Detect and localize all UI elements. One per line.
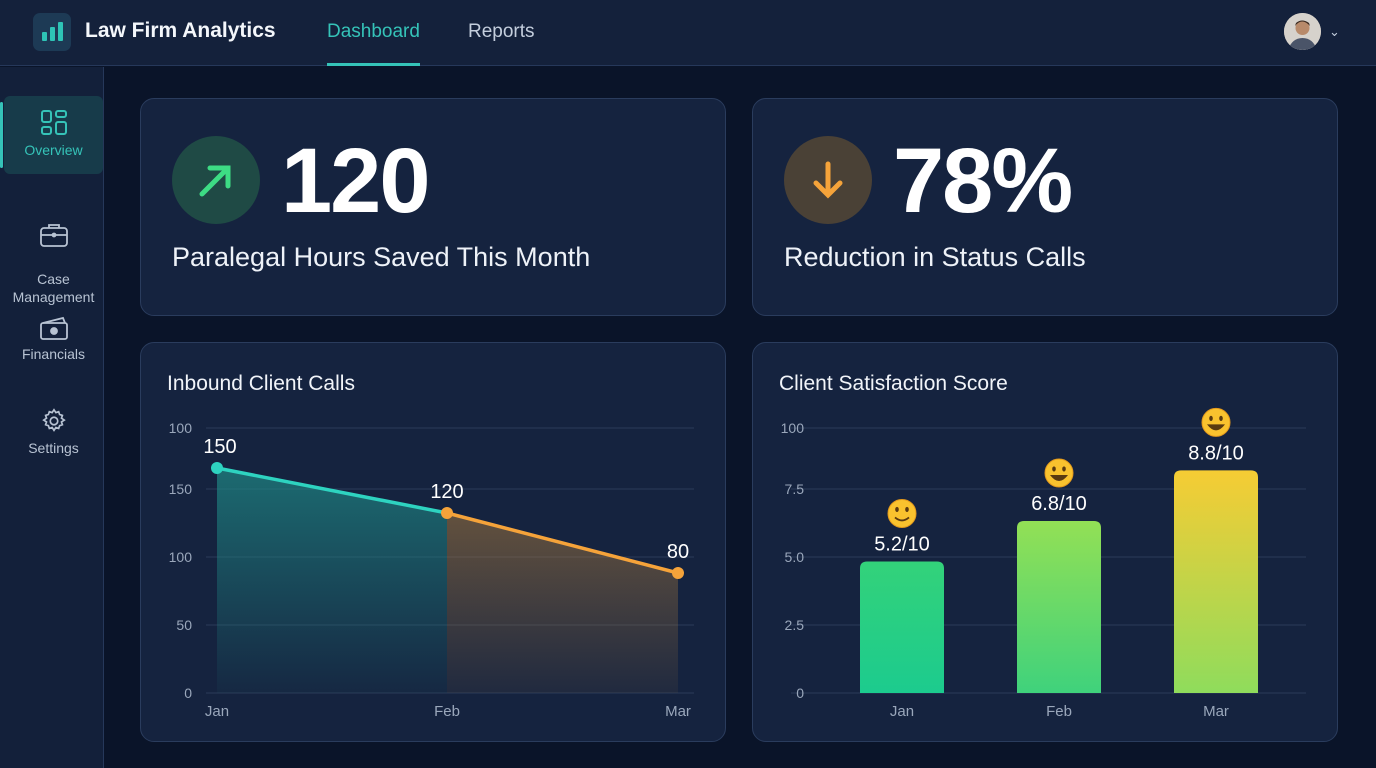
sidebar-item-settings[interactable]: Settings [4, 407, 103, 457]
y-tick-label: 7.5 [785, 481, 805, 497]
kpi-card-status-calls: 78% Reduction in Status Calls [752, 98, 1338, 316]
arrow-up-right-icon [172, 136, 260, 224]
line-segment-jan-feb [216, 466, 448, 515]
data-label: 8.8/10 [1188, 442, 1244, 464]
kpi-value: 78% [893, 130, 1073, 232]
grid-icon [40, 110, 67, 135]
data-label: 6.8/10 [1031, 493, 1087, 515]
sidebar-item-label: Overview [24, 142, 83, 158]
x-tick-label: Jan [890, 703, 914, 720]
x-tick-label: Jan [205, 703, 229, 720]
data-point-mar [672, 567, 684, 579]
kpi-value: 120 [281, 130, 430, 232]
sidebar-item-label: Case Management [12, 271, 95, 305]
bar-jan [860, 561, 944, 693]
sidebar-item-case-management[interactable]: Case Management [4, 204, 103, 306]
arrow-down-icon [784, 136, 872, 224]
briefcase-icon [39, 224, 68, 247]
x-tick-label: Feb [1046, 703, 1072, 720]
line-segment-feb-mar [446, 511, 679, 575]
data-label: 120 [430, 481, 463, 503]
chart-title: Client Satisfaction Score [779, 372, 1008, 395]
y-tick-label: 100 [781, 420, 805, 436]
kpi-label: Paralegal Hours Saved This Month [172, 242, 591, 272]
y-tick-label: 0 [796, 685, 804, 701]
bar-mar [1174, 470, 1258, 693]
data-label: 80 [667, 541, 689, 563]
data-label: 150 [203, 436, 236, 458]
y-tick-label: 100 [169, 420, 193, 436]
avatar[interactable] [1284, 13, 1321, 50]
satisfaction-card: Client Satisfaction Score 100 7.5 5.0 2.5 0 5… [752, 342, 1338, 742]
grinning-face-icon [1044, 458, 1074, 488]
kpi-card-hours-saved: 120 Paralegal Hours Saved This Month [140, 98, 726, 316]
kpi-label: Reduction in Status Calls [784, 242, 1086, 272]
top-header: Law Firm Analytics Dashboard Reports ⌄ [0, 0, 1376, 66]
x-tick-label: Feb [434, 703, 460, 720]
sidebar: Overview Case Management Financials Sett… [0, 67, 104, 768]
gear-icon [41, 408, 66, 432]
bar-feb [1017, 520, 1101, 693]
app-title: Law Firm Analytics [85, 19, 276, 42]
y-tick-label: 150 [169, 481, 193, 497]
area-segment-feb-mar [447, 513, 678, 693]
area-segment-jan-feb [217, 468, 447, 693]
x-tick-label: Mar [665, 703, 691, 720]
tab-reports[interactable]: Reports [468, 21, 535, 42]
y-tick-label: 50 [176, 617, 192, 633]
sidebar-item-label: Financials [21, 346, 86, 362]
sidebar-item-overview[interactable]: Overview [0, 96, 103, 174]
y-tick-label: 0 [184, 685, 192, 701]
sidebar-item-financials[interactable]: Financials [4, 315, 103, 363]
data-point-feb [441, 507, 453, 519]
tab-dashboard[interactable]: Dashboard [327, 21, 420, 66]
data-point-jan [211, 462, 223, 474]
satisfaction-chart: 100 7.5 5.0 2.5 0 5.2/10 Jan 6.8/10 Feb 8.8/10 Mar [781, 407, 1306, 720]
grinning-face-icon [1201, 407, 1231, 437]
y-tick-label: 2.5 [785, 617, 805, 633]
chevron-down-icon[interactable]: ⌄ [1329, 24, 1340, 39]
chart-title: Inbound Client Calls [167, 372, 355, 395]
inbound-calls-card: Inbound Client Calls 100 150 100 50 0 150 Jan 1… [140, 342, 726, 742]
y-tick-label: 5.0 [785, 549, 805, 565]
data-label: 5.2/10 [874, 533, 930, 555]
sidebar-item-label: Settings [28, 440, 79, 456]
money-icon [39, 316, 68, 340]
slightly-smiling-face-icon [887, 498, 917, 528]
y-tick-label: 100 [169, 549, 193, 565]
x-tick-label: Mar [1203, 703, 1229, 720]
bar-chart-logo-icon [33, 13, 71, 51]
inbound-calls-chart: 100 150 100 50 0 150 Jan 120 Feb 80 Mar [169, 420, 694, 720]
